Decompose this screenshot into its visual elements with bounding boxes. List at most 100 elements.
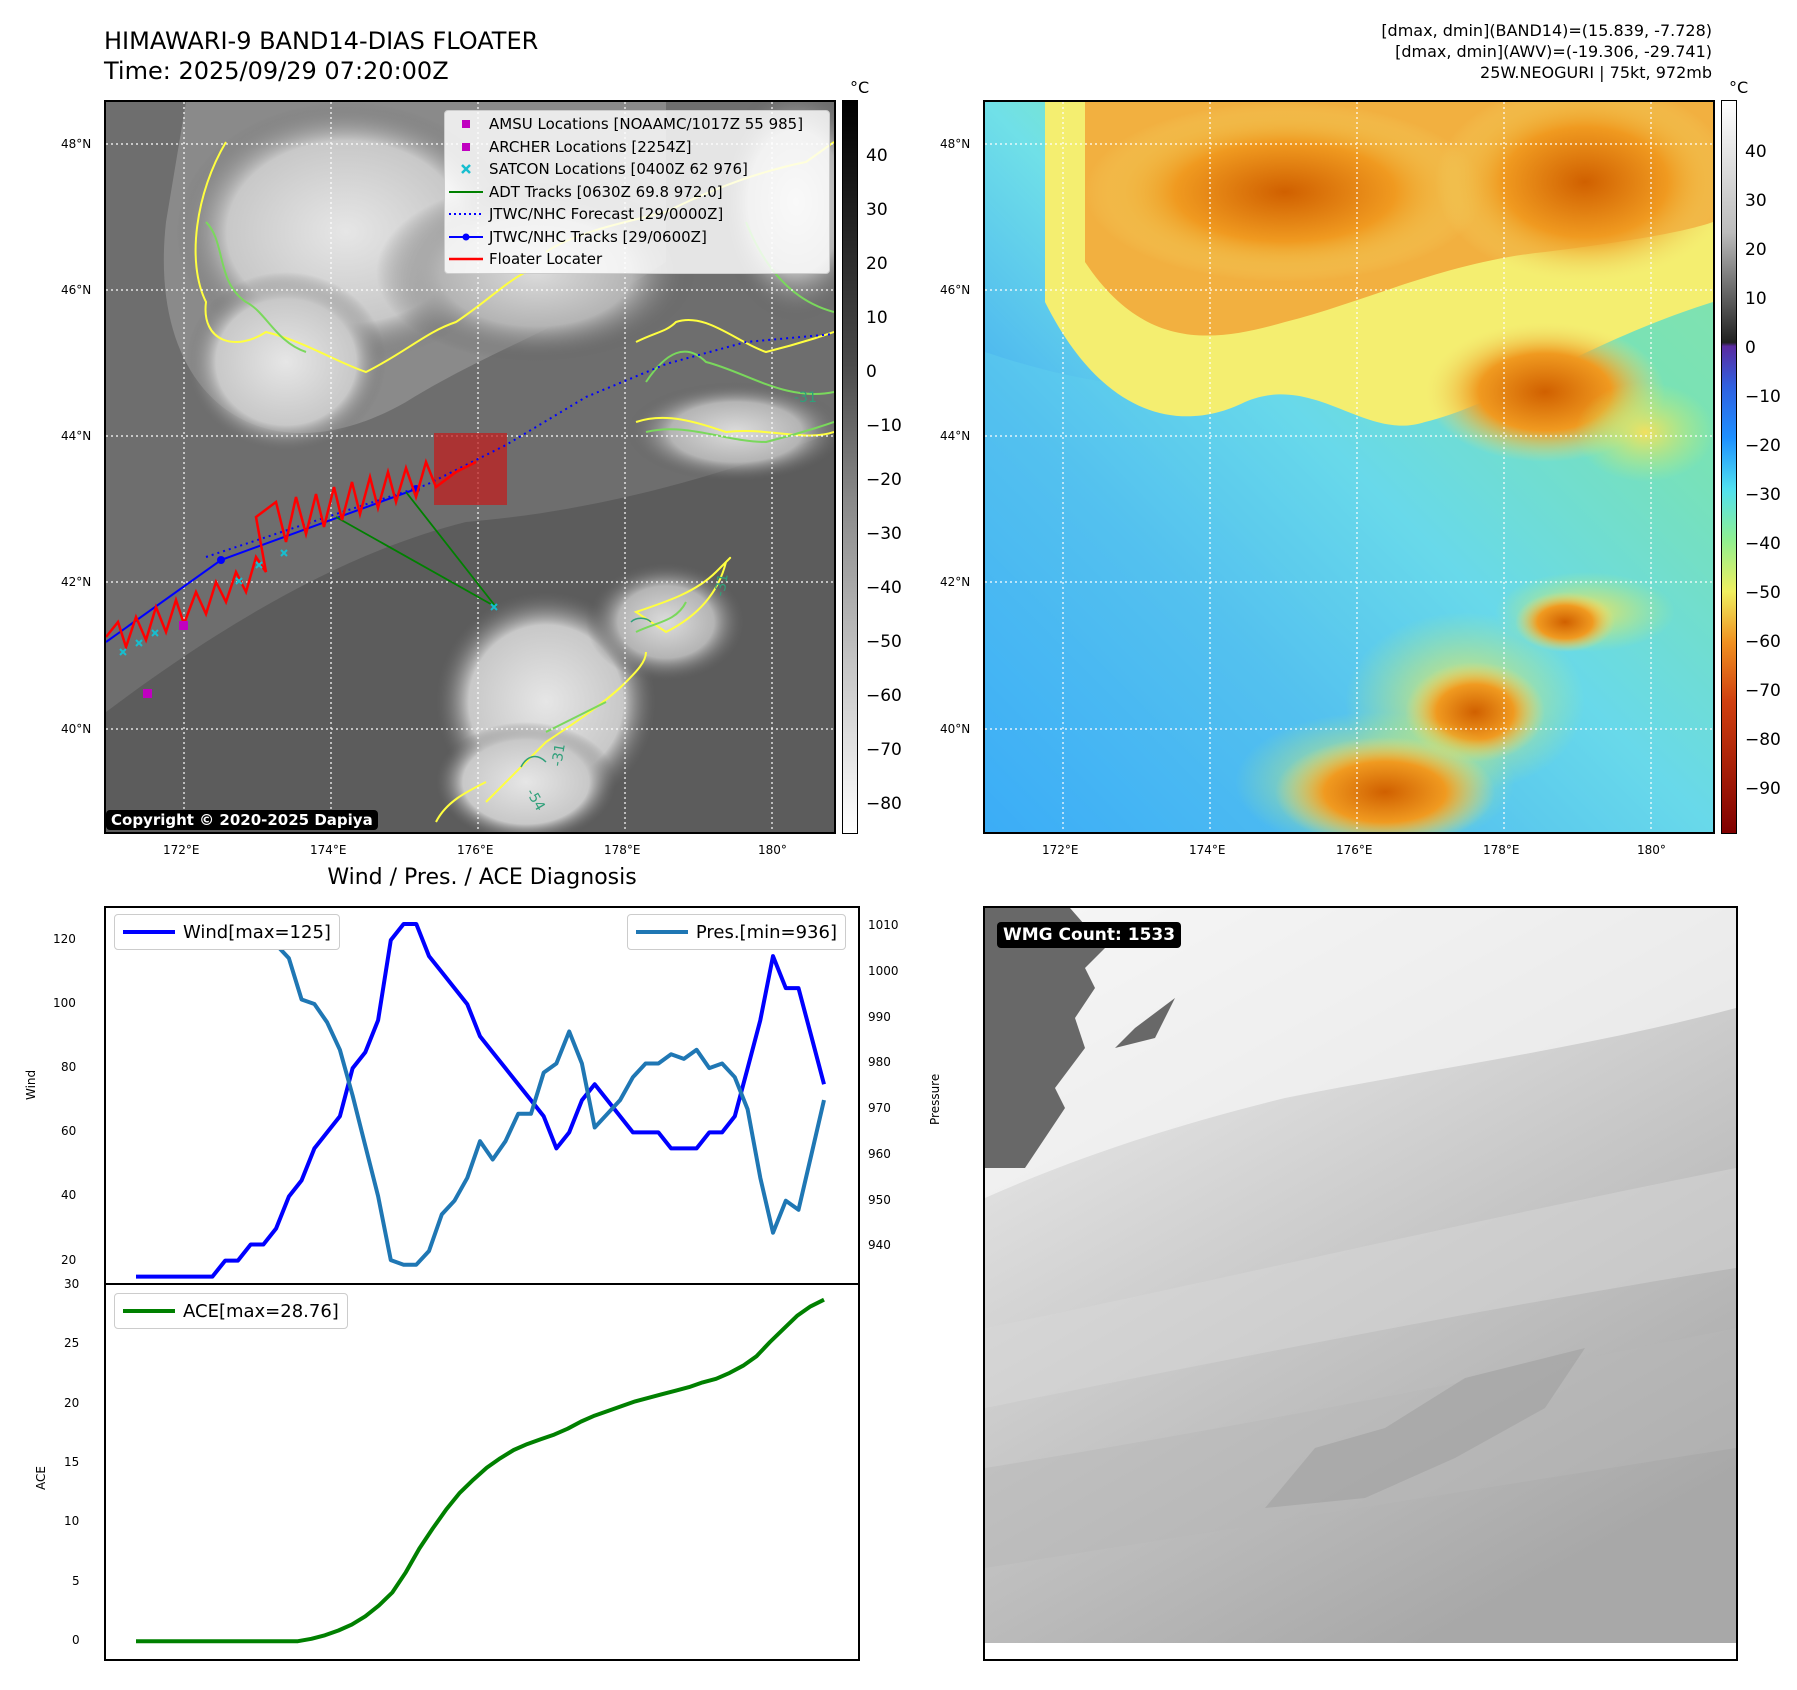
wv-colorbar-label: −20 [1745, 436, 1781, 456]
pressure-series-line [136, 919, 826, 1267]
wmg-panel: WMG Count: 1533 [983, 906, 1738, 1661]
legend-label: Floater Locater [489, 250, 603, 269]
legend-label: ARCHER Locations [2254Z] [489, 137, 692, 156]
adt-track-lines [335, 491, 497, 608]
ir-colorbar-label: 30 [866, 200, 888, 220]
lat-label: 44°N [940, 429, 971, 443]
wind-series-line [136, 922, 826, 1279]
lon-label: 178°E [604, 843, 641, 857]
wv-colorbar-label: 0 [1745, 338, 1756, 358]
pressure-tick: 950 [868, 1192, 891, 1207]
ace-tick: 0 [72, 1633, 80, 1648]
wind-pressure-chart: Wind[max=125] Pres.[min=936] [104, 906, 860, 1285]
ir-map-panel: -31 -54 -31 -31 AMSU Locations [NOAAMC [104, 100, 836, 834]
pressure-tick: 990 [868, 1009, 891, 1024]
archer-marker [179, 621, 188, 630]
wind-pressure-plot [136, 919, 826, 1279]
pressure-tick: 960 [868, 1146, 891, 1161]
ir-colorbar-label: −60 [866, 686, 902, 706]
wv-colorbar-label: −40 [1745, 534, 1781, 554]
lat-label: 40°N [61, 722, 92, 736]
dotted-line-swatch-icon [449, 213, 483, 216]
legend-item-archer: ARCHER Locations [2254Z] [445, 136, 829, 159]
legend-item-satcon: SATCON Locations [0400Z 62 976] [445, 158, 829, 181]
ace-tick: 10 [64, 1514, 80, 1529]
x-marker-icon [461, 164, 471, 175]
pressure-tick: 1010 [868, 918, 899, 933]
ir-colorbar-label: 40 [866, 146, 888, 166]
pressure-legend-swatch-icon [635, 930, 688, 934]
ir-colorbar-label: 10 [866, 308, 888, 328]
ace-legend-label: ACE[max=28.76] [183, 1300, 339, 1322]
ir-colorbar-label: 20 [866, 254, 888, 274]
lon-label: 172°E [163, 843, 200, 857]
ace-tick: 15 [64, 1455, 80, 1470]
wv-colorbar-label: −50 [1745, 583, 1781, 603]
observation-time: Time: 2025/09/29 07:20:00Z [104, 57, 449, 85]
lon-label: 178°E [1483, 843, 1520, 857]
ir-colorbar-label: −70 [866, 740, 902, 760]
lon-label: 180° [758, 843, 787, 857]
legend-label: SATCON Locations [0400Z 62 976] [489, 160, 748, 179]
wv-map-panel [983, 100, 1715, 834]
awv-range: [dmax, dmin](AWV)=(-19.306, -29.741) [1395, 42, 1712, 61]
square-marker-icon [462, 142, 470, 151]
line-swatch-icon [449, 258, 483, 261]
ir-colorbar-label: −80 [866, 794, 902, 814]
satcon-markers [119, 549, 498, 656]
wind-legend: Wind[max=125] [114, 914, 340, 950]
ir-colorbar-label: −30 [866, 524, 902, 544]
wv-colorbar-label: 40 [1745, 142, 1767, 162]
pressure-tick: 980 [868, 1055, 891, 1070]
amsu-marker [143, 689, 152, 698]
ir-colorbar-label: −10 [866, 416, 902, 436]
wv-colorbar-label: 30 [1745, 191, 1767, 211]
copyright-badge: Copyright © 2020-2025 Dapiya [106, 810, 378, 830]
wv-colorbar-unit: °C [1729, 78, 1749, 97]
wmg-count-badge: WMG Count: 1533 [997, 922, 1182, 948]
lon-label: 176°E [1336, 843, 1373, 857]
lon-label: 174°E [310, 843, 347, 857]
lat-label: 42°N [61, 575, 92, 589]
legend-label: AMSU Locations [NOAAMC/1017Z 55 985] [489, 115, 804, 134]
pressure-tick: 1000 [868, 964, 899, 979]
map-gridlines [985, 102, 1713, 832]
wv-colorbar-label: −30 [1745, 485, 1781, 505]
lat-label: 46°N [61, 283, 92, 297]
floater-box [434, 433, 507, 505]
jtwc-track-point [217, 556, 225, 564]
wv-colorbar-label: 20 [1745, 240, 1767, 260]
wv-colorbar-label: −60 [1745, 632, 1781, 652]
lat-label: 48°N [940, 137, 971, 151]
ace-series-line [136, 1297, 825, 1644]
contour-label-31c: -31 [712, 572, 732, 597]
wmg-plot [985, 908, 1736, 1659]
lon-label: 172°E [1042, 843, 1079, 857]
legend-label: JTWC/NHC Forecast [29/0000Z] [489, 205, 724, 224]
ace-legend: ACE[max=28.76] [114, 1293, 348, 1329]
legend-item-adt: ADT Tracks [0630Z 69.8 972.0] [445, 181, 829, 204]
ace-plot [136, 1297, 825, 1644]
ir-colorbar-label: −20 [866, 470, 902, 490]
storm-info: 25W.NEOGURI | 75kt, 972mb [1480, 63, 1712, 82]
legend-item-floater: Floater Locater [445, 248, 829, 271]
line-dot-swatch-icon [449, 233, 483, 241]
pressure-tick: 940 [868, 1238, 891, 1253]
contour-label-31a: -31 [794, 390, 817, 406]
wv-colorbar-label: −70 [1745, 681, 1781, 701]
wind-tick: 120 [53, 932, 76, 947]
wv-colorbar-label: 10 [1745, 289, 1767, 309]
floater-locater-track [106, 458, 477, 652]
chart-title: HIMAWARI-9 BAND14-DIAS FLOATER [104, 27, 539, 55]
lon-label: 176°E [457, 843, 494, 857]
lat-label: 48°N [61, 137, 92, 151]
ir-colorbar-label: −40 [866, 578, 902, 598]
lon-label: 174°E [1189, 843, 1226, 857]
legend-item-amsu: AMSU Locations [NOAAMC/1017Z 55 985] [445, 113, 829, 136]
wv-colorbar-label: −10 [1745, 387, 1781, 407]
ace-axis-label: ACE [34, 1466, 48, 1490]
wind-tick: 20 [61, 1252, 77, 1267]
pressure-legend-label: Pres.[min=936] [695, 921, 837, 943]
ir-colorbar [842, 100, 858, 834]
ir-colorbar-label: −50 [866, 632, 902, 652]
